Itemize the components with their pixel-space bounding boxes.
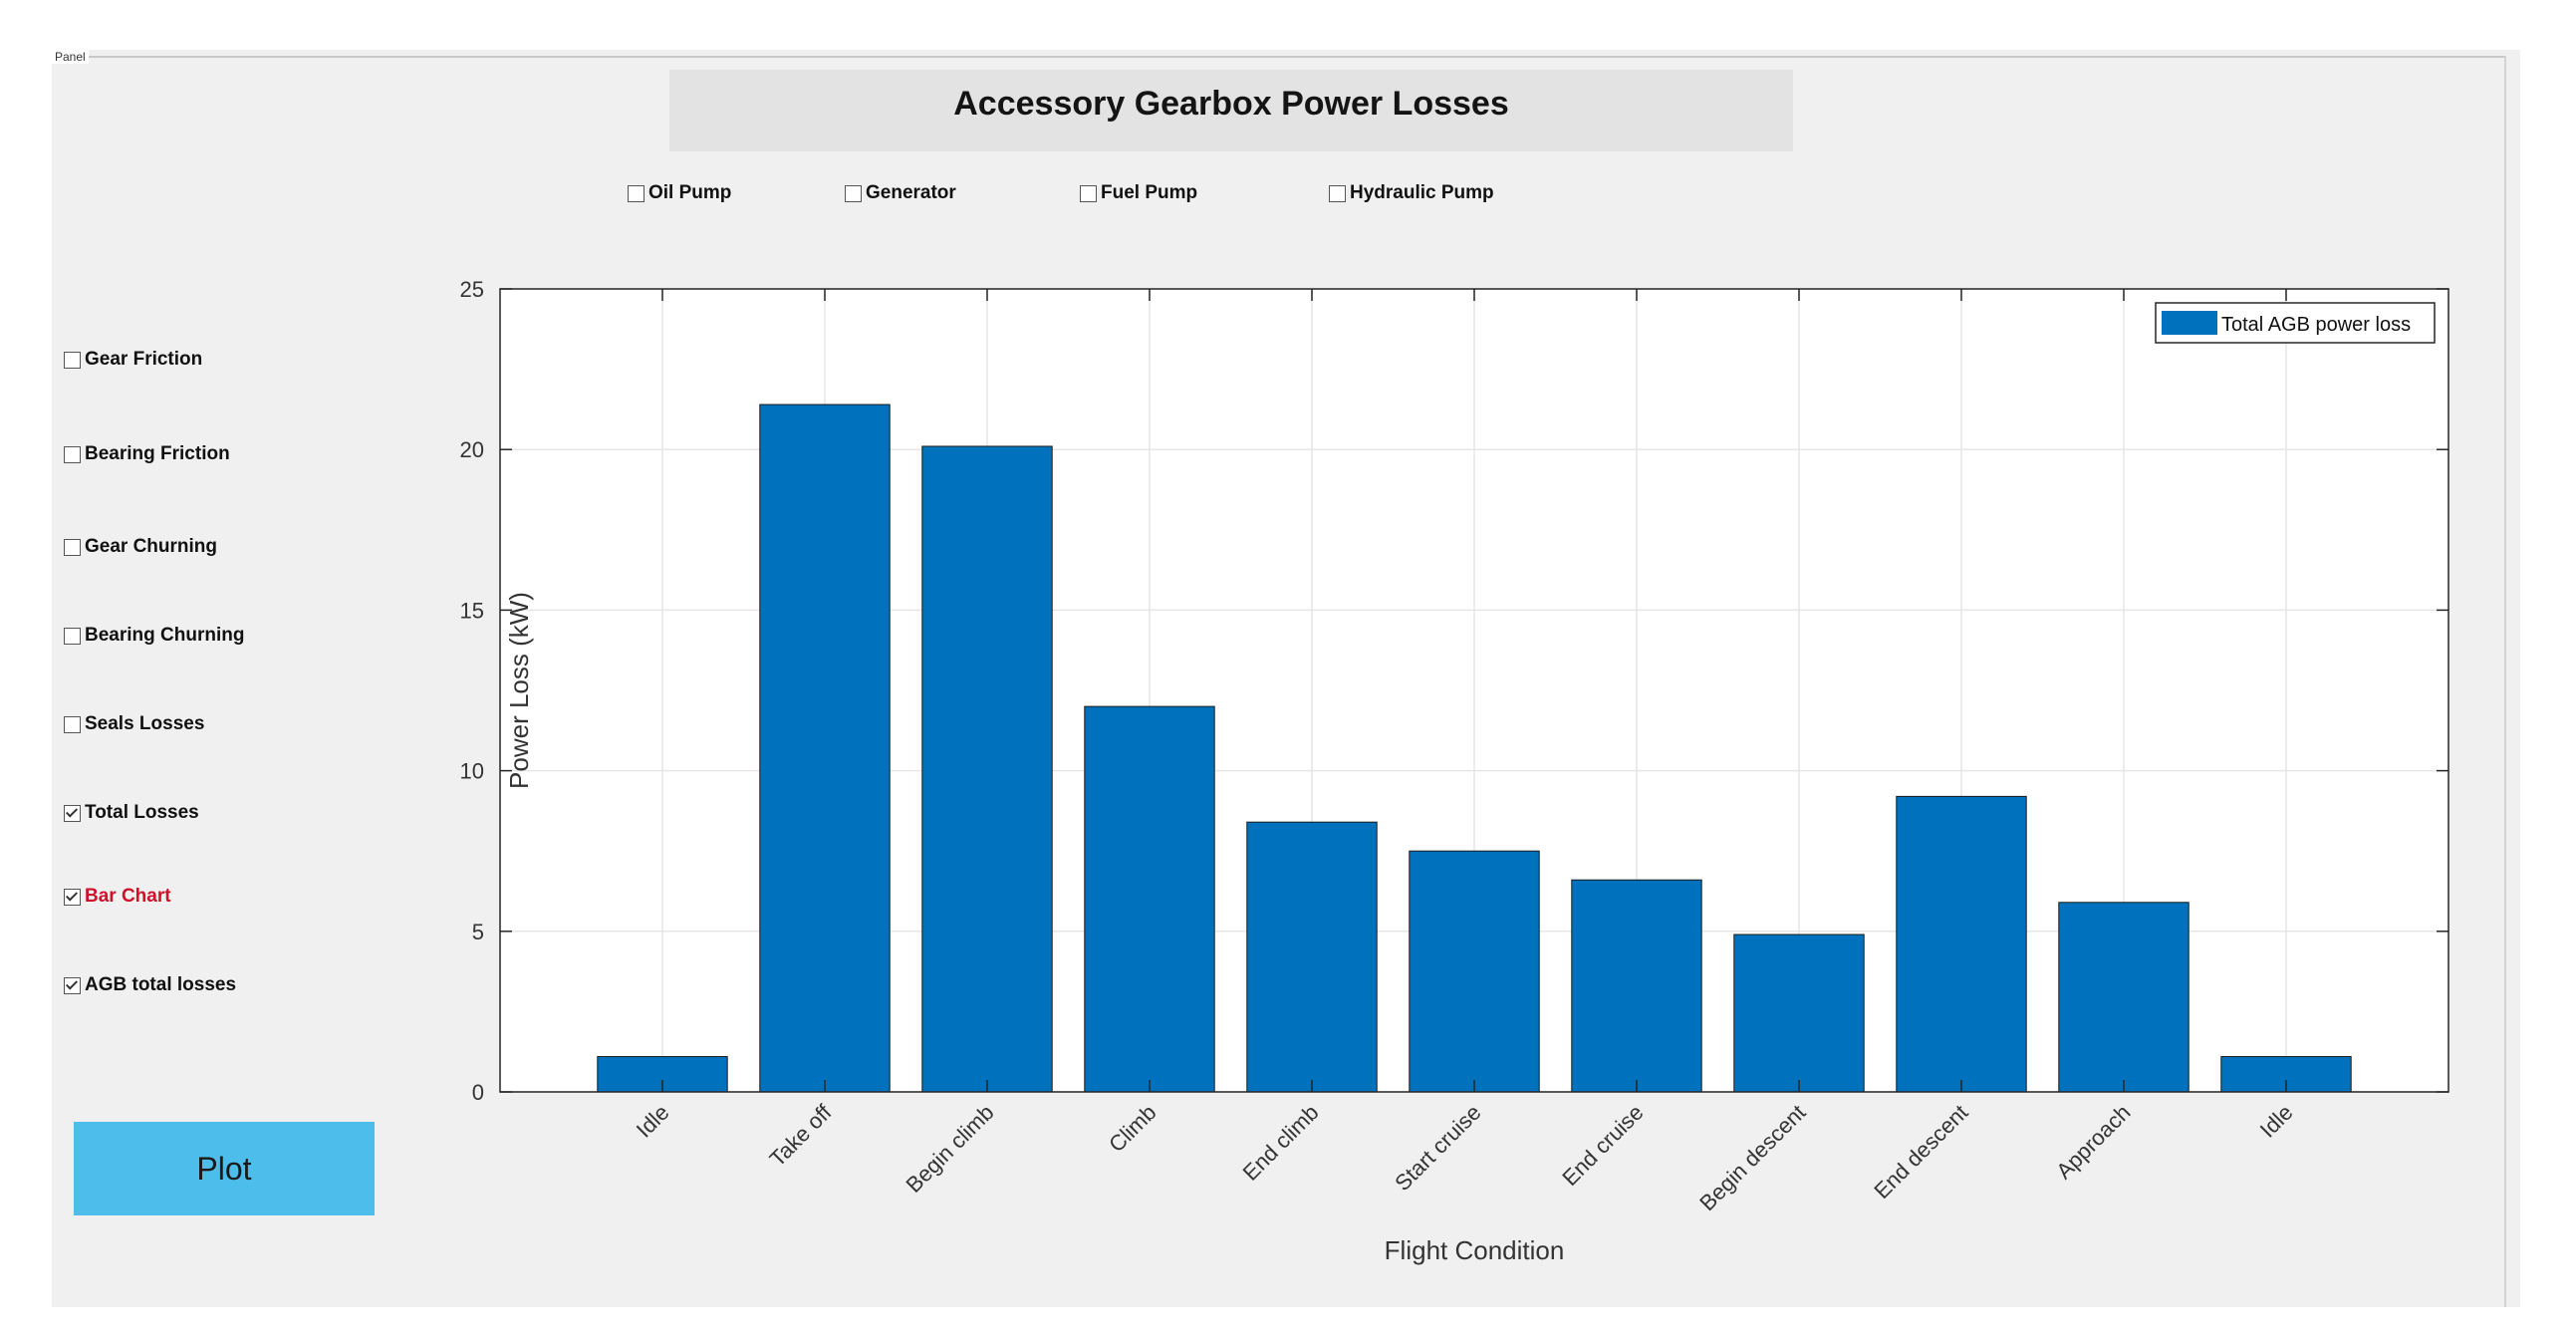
x-tick-label: End cruise [1557,1100,1648,1191]
checkbox-box[interactable] [845,184,862,202]
bar [1246,821,1378,1093]
bar [1084,705,1215,1093]
panel-border [88,56,2506,58]
legend-swatch [2162,311,2217,335]
checkbox-label: AGB total losses [85,974,237,995]
bar [1733,934,1865,1093]
checkbox-box[interactable] [628,184,644,202]
checkbox-bar-chart[interactable]: Bar Chart [64,886,171,908]
x-tick-label: Take off [765,1099,838,1172]
bar [759,403,891,1093]
bar [1571,879,1702,1093]
checkbox-label: Total Losses [85,802,199,823]
y-axis-title: Power Loss (kW) [504,592,534,789]
y-tick-label: 0 [472,1080,484,1105]
checkbox-box[interactable] [64,804,81,822]
y-tick-label: 25 [460,277,484,302]
checkbox-label: Oil Pump [648,182,732,203]
y-tick-label: 5 [472,920,484,944]
checkbox-total-losses[interactable]: Total Losses [64,802,199,824]
checkbox-seals-losses[interactable]: Seals Losses [64,713,204,735]
x-tick-label: Begin descent [1694,1100,1810,1215]
x-tick-label: End descent [1869,1100,1972,1203]
x-axis-title: Flight Condition [1385,1235,1565,1265]
checkbox-label: Bearing Friction [85,443,230,464]
bar [1409,850,1540,1093]
title-box: Accessory Gearbox Power Losses [669,70,1793,151]
x-tick-label: Idle [2255,1100,2298,1143]
x-tick-label: Climb [1104,1100,1160,1157]
checkbox-box[interactable] [1329,184,1346,202]
checkbox-gear-churning[interactable]: Gear Churning [64,536,217,558]
legend-label: Total AGB power loss [2221,314,2411,336]
checkbox-box[interactable] [64,445,81,463]
plot-button[interactable]: Plot [74,1122,375,1215]
x-tick-label: End climb [1238,1100,1324,1186]
bar [921,445,1053,1093]
checkbox-bearing-churning[interactable]: Bearing Churning [64,625,244,647]
checkbox-box[interactable] [64,538,81,556]
checkbox-label: Gear Friction [85,349,203,370]
checkbox-bearing-friction[interactable]: Bearing Friction [64,443,230,465]
checkbox-box[interactable] [64,351,81,369]
checkbox-label: Fuel Pump [1101,182,1198,203]
checkbox-gear-friction[interactable]: Gear Friction [64,349,202,371]
page-title: Accessory Gearbox Power Losses [953,84,1509,123]
y-tick-label: 10 [460,759,484,784]
x-tick-label: Start cruise [1390,1100,1485,1196]
checkbox-label: Bar Chart [85,886,171,907]
checkbox-label: Gear Churning [85,536,218,557]
checkbox-oil-pump[interactable]: Oil Pump [628,182,731,204]
bar-layer [597,403,2352,1093]
bar [2058,902,2190,1093]
checkbox-box[interactable] [64,627,81,645]
checkbox-fuel-pump[interactable]: Fuel Pump [1080,182,1197,204]
checkbox-box[interactable] [64,715,81,733]
checkbox-label: Seals Losses [85,713,205,734]
checkbox-box[interactable] [64,976,81,994]
checkbox-label: Hydraulic Pump [1350,182,1494,203]
y-tick-label: 15 [460,598,484,623]
checkbox-box[interactable] [64,888,81,906]
checkbox-agb-total-losses[interactable]: AGB total losses [64,974,236,996]
x-tick-label: Approach [2051,1100,2135,1184]
y-tick-label: 20 [460,437,484,462]
bar [1896,795,2027,1093]
checkbox-box[interactable] [1080,184,1097,202]
checkbox-hydraulic-pump[interactable]: Hydraulic Pump [1329,182,1494,204]
checkbox-label: Bearing Churning [85,625,245,646]
checkbox-generator[interactable]: Generator [845,182,956,204]
panel-right-edge [2504,56,2506,1307]
x-tick-label: Begin climb [901,1100,998,1198]
legend: Total AGB power loss [2155,302,2436,344]
x-tick-label: Idle [632,1100,674,1143]
checkbox-label: Generator [866,182,956,203]
panel-label: Panel [52,50,89,64]
